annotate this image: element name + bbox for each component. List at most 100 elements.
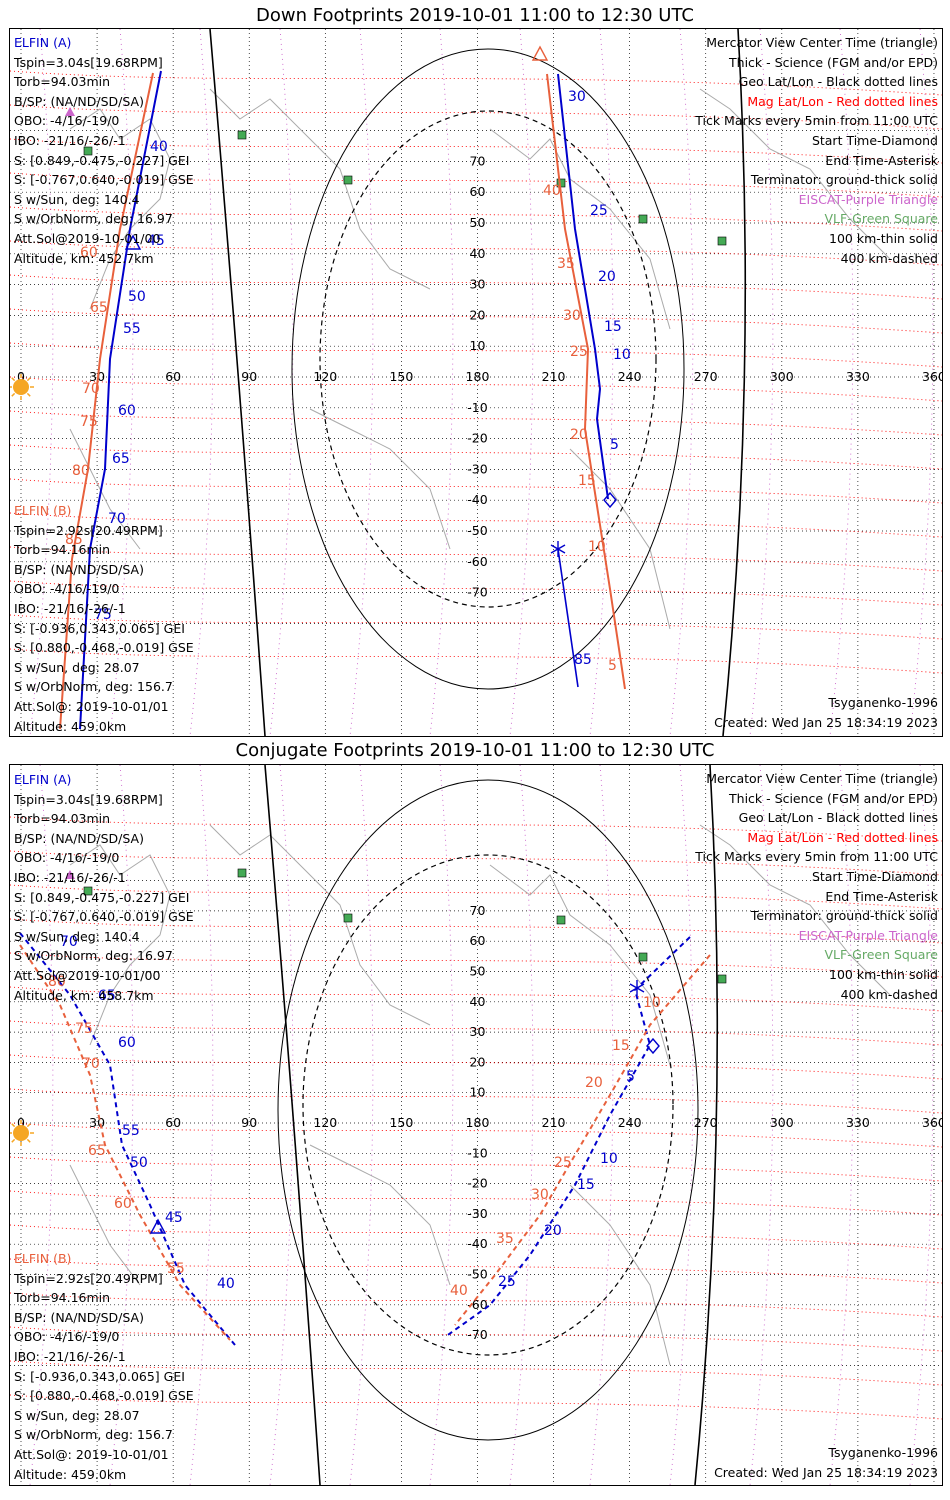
legend-item: End Time-Asterisk	[825, 888, 938, 904]
elfin-a-down-track-2-tick-label: 20	[598, 269, 616, 285]
mag-meridian	[589, 29, 614, 736]
legend-item: VLF-Green Square	[824, 947, 938, 963]
elfin-b-info-line: ELFIN (B)	[14, 503, 72, 518]
elfin-b-down-track-tick-label: 80	[72, 463, 90, 479]
sun-ray	[11, 1138, 16, 1143]
elfin-b-info-down: ELFIN (B) Tspin=2.92s[20.49RPM] Torb=94.16…	[14, 501, 194, 736]
elfin-a-conjugate-track-2	[444, 936, 691, 1338]
mag-meridian	[669, 765, 694, 1485]
elfin-b-conjugate-track-tick-label: 55	[167, 1261, 185, 1277]
legend-item: EISCAT-Purple Triangle	[798, 191, 938, 207]
elfin-a-down-track-2-tick-label: 15	[604, 319, 622, 335]
mag-meridian	[269, 29, 294, 736]
mag-meridian	[189, 29, 214, 736]
lon-tick-label: 150	[389, 369, 413, 384]
map-panel-conjugate: 0306090120150180210240270300330360706050…	[9, 764, 943, 1486]
elfin-a-info-line: IBO: -21/16/-26/-1	[14, 132, 126, 148]
mag-meridian	[669, 29, 694, 736]
legend-item: Geo Lat/Lon - Black dotted lines	[738, 810, 938, 826]
elfin-b-info-line: Tspin=2.92s[20.49RPM]	[14, 1270, 163, 1286]
elfin-a-info-line: Altitude, km: 458.7km	[14, 987, 154, 1003]
lat-tick-label: 30	[470, 1024, 486, 1039]
legend-item: 400 km-dashed	[840, 250, 938, 266]
lat-tick-label: 70	[470, 903, 486, 918]
lat-tick-label: -40	[467, 492, 487, 507]
map-canvas-conjugate: 0306090120150180210240270300330360706050…	[10, 765, 942, 1485]
elfin-b-info-line: Att.Sol@: 2019-10-01/01	[14, 698, 169, 714]
elfin-a-conjugate-track-tick-label: 50	[130, 1155, 148, 1171]
lon-tick-label: 120	[313, 1115, 337, 1130]
coastline	[699, 88, 891, 260]
elfin-a-down-track-tick-label: 60	[118, 403, 136, 419]
elfin-b-info-line: Altitude: 459.0km	[14, 718, 127, 734]
coastline	[569, 448, 671, 630]
lat-tick-label: 40	[470, 246, 486, 261]
elfin-a-down-tail	[557, 548, 579, 688]
sun-ray	[11, 392, 16, 397]
lon-tick-label: 60	[165, 369, 181, 384]
lat-tick-label: 60	[470, 933, 486, 948]
elfin-a-down-track-2	[557, 73, 609, 500]
mag-meridian	[29, 765, 54, 1485]
lat-tick-label: 30	[470, 277, 486, 292]
elfin-a-conjugate-track-2-tick-label: 5	[626, 1069, 635, 1085]
map-canvas-down: 0306090120150180210240270300330360706050…	[10, 29, 942, 736]
elfin-b-conjugate-track-2-tick-label: 30	[531, 1187, 549, 1203]
elfin-a-info-line: S w/OrbNorm, deg: 16.97	[14, 948, 173, 964]
elfin-a-down-track	[79, 70, 162, 730]
elfin-a-info-line: S: [0.849,-0.475,-0.227] GEI	[14, 152, 190, 168]
lat-tick-label: -50	[467, 1267, 487, 1282]
center-time-triangle	[124, 234, 142, 250]
model-label-down: Tsyganenko-1996	[828, 695, 938, 710]
elfin-b-info-line: IBO: -21/16/-26/-1	[14, 600, 126, 616]
legend-item: EISCAT-Purple Triangle	[798, 927, 938, 943]
elfin-a-info-line: OBO: -4/16/-19/0	[14, 850, 120, 866]
mag-meridian	[509, 765, 534, 1485]
elfin-b-down-track-2-tick-label: 10	[588, 539, 606, 555]
elfin-b-conjugate-track-2-tick-label: 40	[450, 1283, 468, 1299]
coastline	[69, 1164, 141, 1286]
elfin-b-conjugate-track-2-tick-label: 35	[496, 1231, 514, 1247]
elfin-a-info-line: Tspin=3.04s[19.68RPM]	[14, 791, 163, 807]
elfin-b-conjugate-track-tick-label: 60	[114, 1196, 132, 1212]
elfin-b-info-line: IBO: -21/16/-26/-1	[14, 1348, 126, 1364]
elfin-a-info-conjugate: ELFIN (A) Tspin=3.04s[19.68RPM] Torb=94.03…	[14, 770, 194, 1005]
lat-tick-label: -40	[467, 1236, 487, 1251]
elfin-a-down-tail-tick-label: 85	[574, 652, 592, 668]
elfin-b-info-line: S w/Sun, deg: 28.07	[14, 659, 140, 675]
mag-meridian	[269, 765, 294, 1485]
elfin-b-info-line: OBO: -4/16/-19/0	[14, 581, 120, 597]
boundary-100km	[277, 779, 699, 1441]
legend-item: Tick Marks every 5min from 11:00 UTC	[695, 113, 938, 129]
elfin-a-info-line: ELFIN (A)	[14, 35, 72, 50]
elfin-b-conjugate-track	[19, 944, 231, 1341]
legend-item: 100 km-thin solid	[829, 230, 938, 246]
vlf-station-marker	[237, 868, 247, 878]
elfin-b-down-track-2-tick-label: 30	[563, 308, 581, 324]
sun-ray	[26, 392, 31, 397]
elfin-b-conjugate-track-2-tick-label: 15	[612, 1038, 630, 1054]
lon-tick-label: 90	[241, 369, 257, 384]
elfin-b-down-track-2-tick-label: 20	[570, 427, 588, 443]
vlf-station-marker	[83, 146, 93, 156]
lat-tick-label: -70	[467, 1327, 487, 1342]
elfin-a-info-line: S w/Sun, deg: 140.4	[14, 191, 140, 207]
mag-meridian	[909, 29, 934, 736]
elfin-a-info-line: IBO: -21/16/-26/-1	[14, 869, 126, 885]
sun-ray	[26, 377, 31, 382]
elfin-b-info-line: ELFIN (B)	[14, 1251, 72, 1266]
elfin-a-info-line: Att.Sol@2019-10-01/00	[14, 230, 161, 246]
elfin-b-down-track	[59, 72, 154, 730]
elfin-b-down-track-2-tick-label: 25	[570, 344, 588, 360]
lat-tick-label: -30	[467, 1206, 487, 1221]
sun-ray	[26, 1123, 31, 1128]
lon-tick-label: 240	[618, 1115, 642, 1130]
mag-meridian	[349, 765, 374, 1485]
elfin-b-conjugate-track-tick-label: 75	[75, 1021, 93, 1037]
vlf-station-marker	[83, 886, 93, 896]
boundary-400km	[319, 110, 657, 608]
coastline	[69, 844, 171, 1046]
elfin-b-info-line: S: [-0.936,0.343,0.065] GEI	[14, 620, 185, 636]
center-time-triangle	[149, 1218, 167, 1234]
mag-meridian	[589, 765, 614, 1485]
